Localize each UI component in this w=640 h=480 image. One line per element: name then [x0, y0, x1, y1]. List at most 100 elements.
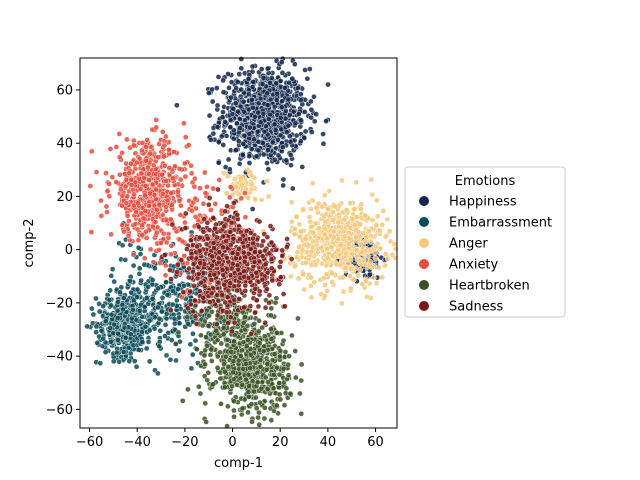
data-point — [224, 203, 230, 210]
data-point — [331, 234, 337, 241]
data-point — [240, 366, 246, 372]
data-point — [346, 235, 353, 242]
data-point — [172, 341, 179, 347]
data-point — [300, 206, 307, 213]
data-point — [211, 271, 218, 278]
data-point — [204, 235, 211, 242]
data-point — [123, 177, 130, 183]
data-point — [276, 281, 283, 288]
data-point — [289, 75, 296, 82]
data-point — [176, 165, 183, 172]
data-point — [281, 402, 288, 409]
data-point — [308, 294, 315, 301]
data-point — [236, 71, 243, 77]
data-point — [309, 180, 316, 187]
data-point — [168, 243, 175, 249]
data-point — [150, 259, 157, 266]
data-point — [291, 231, 298, 237]
data-point — [147, 150, 154, 157]
data-point — [321, 231, 328, 238]
data-point — [130, 251, 137, 258]
data-point — [256, 218, 263, 225]
data-point — [108, 272, 115, 279]
data-point — [301, 242, 308, 249]
data-point — [107, 146, 114, 152]
data-point — [222, 119, 228, 125]
data-point — [289, 332, 295, 339]
data-point — [161, 142, 168, 149]
data-point — [328, 244, 335, 250]
data-point — [152, 219, 159, 225]
data-point — [242, 117, 248, 124]
data-point — [287, 112, 293, 118]
data-point — [347, 225, 354, 231]
data-point — [347, 256, 354, 263]
data-point — [215, 74, 222, 80]
data-point — [168, 190, 175, 196]
legend-marker — [419, 259, 429, 269]
x-tick-label: 40 — [320, 435, 337, 450]
data-point — [264, 160, 270, 166]
data-point — [269, 277, 276, 284]
data-point — [190, 261, 197, 268]
data-point — [192, 213, 199, 220]
data-point — [141, 175, 147, 181]
data-point — [379, 274, 386, 281]
data-point — [122, 257, 129, 263]
data-point — [280, 176, 287, 183]
data-point — [287, 138, 294, 145]
data-point — [342, 264, 349, 271]
data-point — [298, 361, 305, 368]
legend-title: Emotions — [455, 174, 516, 189]
data-point — [136, 308, 143, 314]
data-point — [277, 132, 284, 139]
data-point — [302, 235, 309, 242]
data-point — [297, 91, 304, 98]
data-point — [239, 152, 246, 158]
data-point — [209, 86, 215, 93]
data-point — [185, 386, 191, 393]
data-point — [188, 162, 194, 169]
data-point — [308, 129, 315, 135]
data-point — [192, 337, 199, 344]
data-point — [205, 323, 212, 329]
data-point — [228, 94, 234, 101]
data-point — [245, 250, 252, 257]
legend-entry-label: Embarrassment — [449, 216, 552, 231]
data-point — [206, 90, 212, 96]
data-point — [195, 271, 202, 277]
data-point — [259, 324, 265, 331]
data-point — [146, 177, 153, 183]
data-point — [340, 288, 347, 295]
data-point — [220, 325, 227, 331]
data-point — [234, 251, 241, 257]
data-point — [247, 351, 254, 358]
data-point — [139, 339, 146, 345]
data-point — [322, 282, 328, 288]
data-point — [231, 398, 237, 405]
data-point — [210, 215, 217, 221]
data-point — [377, 227, 383, 234]
data-point — [264, 65, 271, 72]
data-point — [214, 102, 221, 109]
data-point — [141, 261, 148, 268]
data-point — [248, 401, 255, 407]
data-point — [290, 108, 297, 115]
data-point — [188, 365, 195, 372]
data-point — [211, 245, 217, 251]
data-point — [164, 197, 171, 204]
data-point — [353, 234, 360, 241]
data-point — [280, 291, 287, 297]
data-point — [108, 231, 114, 238]
data-point — [143, 144, 149, 150]
legend-entry-label: Sadness — [449, 300, 503, 315]
data-point — [104, 188, 111, 195]
data-point — [225, 320, 231, 327]
data-point — [182, 225, 189, 231]
data-point — [225, 156, 232, 163]
data-point — [229, 328, 235, 335]
data-point — [213, 327, 219, 334]
data-point — [214, 292, 221, 298]
data-point — [221, 281, 228, 288]
data-point — [130, 342, 137, 349]
